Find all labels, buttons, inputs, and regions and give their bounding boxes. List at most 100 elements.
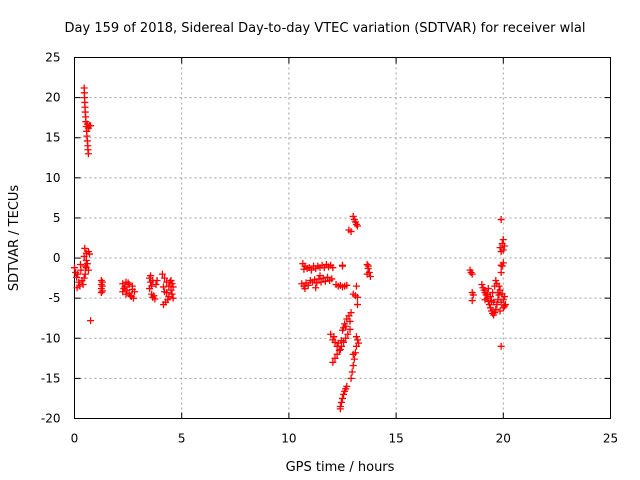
data-point-plus-icon bbox=[300, 265, 308, 273]
data-point-plus-icon bbox=[346, 325, 354, 333]
data-point-plus-icon bbox=[485, 301, 493, 309]
data-point-plus-icon bbox=[469, 291, 477, 299]
data-point-plus-icon bbox=[71, 264, 78, 272]
data-point-plus-icon bbox=[165, 293, 173, 301]
data-point-plus-icon bbox=[317, 278, 325, 286]
data-point-plus-icon bbox=[499, 236, 507, 244]
grid-lines bbox=[74, 57, 611, 419]
data-point-plus-icon bbox=[348, 368, 356, 376]
data-point-plus-icon bbox=[354, 222, 362, 230]
data-point-plus-icon bbox=[491, 309, 499, 317]
y-axis-title: SDTVAR / TECUs bbox=[7, 185, 22, 292]
y-tick-label: 10 bbox=[45, 171, 60, 185]
data-point-plus-icon bbox=[500, 302, 508, 310]
data-point-plus-icon bbox=[343, 382, 351, 390]
data-point-plus-icon bbox=[481, 296, 489, 304]
data-point-plus-icon bbox=[336, 405, 344, 413]
data-point-plus-icon bbox=[161, 288, 169, 296]
data-point-plus-icon bbox=[83, 260, 91, 268]
data-point-plus-icon bbox=[330, 333, 338, 341]
data-point-plus-icon bbox=[79, 281, 87, 289]
data-point-plus-icon bbox=[337, 398, 345, 406]
x-axis-tick-labels: 0 5 10 15 20 25 bbox=[71, 432, 618, 446]
data-point-plus-icon bbox=[169, 283, 177, 291]
data-point-plus-icon bbox=[349, 362, 357, 370]
plot-frame bbox=[74, 57, 611, 419]
data-point-plus-icon bbox=[347, 228, 355, 236]
data-point-plus-icon bbox=[468, 297, 476, 305]
data-point-plus-icon bbox=[312, 284, 320, 292]
data-point-plus-icon bbox=[355, 339, 363, 347]
data-point-plus-icon bbox=[352, 282, 360, 290]
data-points bbox=[71, 84, 509, 413]
data-point-plus-icon bbox=[495, 282, 503, 290]
data-point-plus-icon bbox=[158, 270, 166, 278]
data-point-plus-icon bbox=[149, 293, 157, 301]
data-point-plus-icon bbox=[494, 289, 502, 297]
data-point-plus-icon bbox=[347, 309, 355, 317]
y-tick-label: -15 bbox=[41, 371, 61, 385]
data-point-plus-icon bbox=[168, 280, 176, 288]
data-point-plus-icon bbox=[86, 250, 94, 258]
data-point-plus-icon bbox=[98, 287, 106, 295]
data-point-plus-icon bbox=[346, 317, 354, 325]
data-point-plus-icon bbox=[499, 296, 507, 304]
x-tick-label: 25 bbox=[603, 432, 618, 446]
x-axis-title: GPS time / hours bbox=[286, 460, 395, 475]
x-tick-label: 5 bbox=[178, 432, 186, 446]
data-point-plus-icon bbox=[131, 288, 139, 296]
data-point-plus-icon bbox=[342, 322, 350, 330]
data-point-plus-icon bbox=[129, 294, 137, 302]
y-tick-label: -20 bbox=[41, 412, 61, 426]
data-point-plus-icon bbox=[497, 342, 505, 350]
data-point-plus-icon bbox=[350, 355, 358, 363]
data-point-plus-icon bbox=[497, 216, 505, 224]
data-point-plus-icon bbox=[497, 261, 505, 269]
y-axis-tick-labels: -20 -15 -10 -5 0 5 10 15 20 25 bbox=[41, 51, 61, 426]
data-point-plus-icon bbox=[128, 282, 136, 290]
data-point-plus-icon bbox=[344, 330, 352, 338]
data-point-plus-icon bbox=[75, 278, 83, 286]
data-point-plus-icon bbox=[337, 342, 345, 350]
data-point-plus-icon bbox=[87, 122, 95, 130]
data-point-plus-icon bbox=[81, 244, 89, 252]
data-point-plus-icon bbox=[122, 290, 130, 298]
data-point-plus-icon bbox=[304, 281, 312, 289]
x-tick-label: 15 bbox=[388, 432, 403, 446]
data-point-plus-icon bbox=[82, 264, 90, 272]
data-point-plus-icon bbox=[349, 350, 357, 358]
data-point-plus-icon bbox=[500, 242, 508, 250]
data-point-plus-icon bbox=[499, 304, 507, 312]
data-point-plus-icon bbox=[316, 272, 324, 280]
data-point-plus-icon bbox=[352, 333, 360, 341]
y-tick-label: 5 bbox=[53, 211, 61, 225]
data-point-plus-icon bbox=[331, 338, 339, 346]
data-point-plus-icon bbox=[335, 346, 343, 354]
data-point-plus-icon bbox=[73, 273, 81, 281]
data-point-plus-icon bbox=[146, 285, 154, 293]
data-point-plus-icon bbox=[468, 270, 476, 278]
data-point-plus-icon bbox=[147, 272, 155, 280]
x-tick-label: 0 bbox=[71, 432, 79, 446]
data-point-plus-icon bbox=[331, 354, 339, 362]
data-point-plus-icon bbox=[313, 279, 321, 287]
data-point-plus-icon bbox=[97, 289, 105, 297]
y-tick-label: -10 bbox=[41, 331, 61, 345]
data-point-plus-icon bbox=[333, 350, 341, 358]
data-point-plus-icon bbox=[84, 150, 92, 158]
data-point-plus-icon bbox=[167, 277, 175, 285]
data-point-plus-icon bbox=[482, 291, 490, 299]
data-point-plus-icon bbox=[81, 270, 89, 278]
chart-title: Day 159 of 2018, Sidereal Day-to-day VTE… bbox=[65, 21, 586, 36]
data-point-plus-icon bbox=[329, 358, 337, 366]
data-point-plus-icon bbox=[83, 120, 91, 128]
data-point-plus-icon bbox=[74, 270, 82, 278]
data-point-plus-icon bbox=[342, 334, 350, 342]
data-point-plus-icon bbox=[486, 304, 494, 312]
data-point-plus-icon bbox=[484, 285, 492, 293]
y-tick-label: 0 bbox=[53, 251, 61, 265]
data-point-plus-icon bbox=[77, 260, 85, 268]
data-point-plus-icon bbox=[159, 301, 167, 309]
y-tick-label: 15 bbox=[45, 131, 60, 145]
